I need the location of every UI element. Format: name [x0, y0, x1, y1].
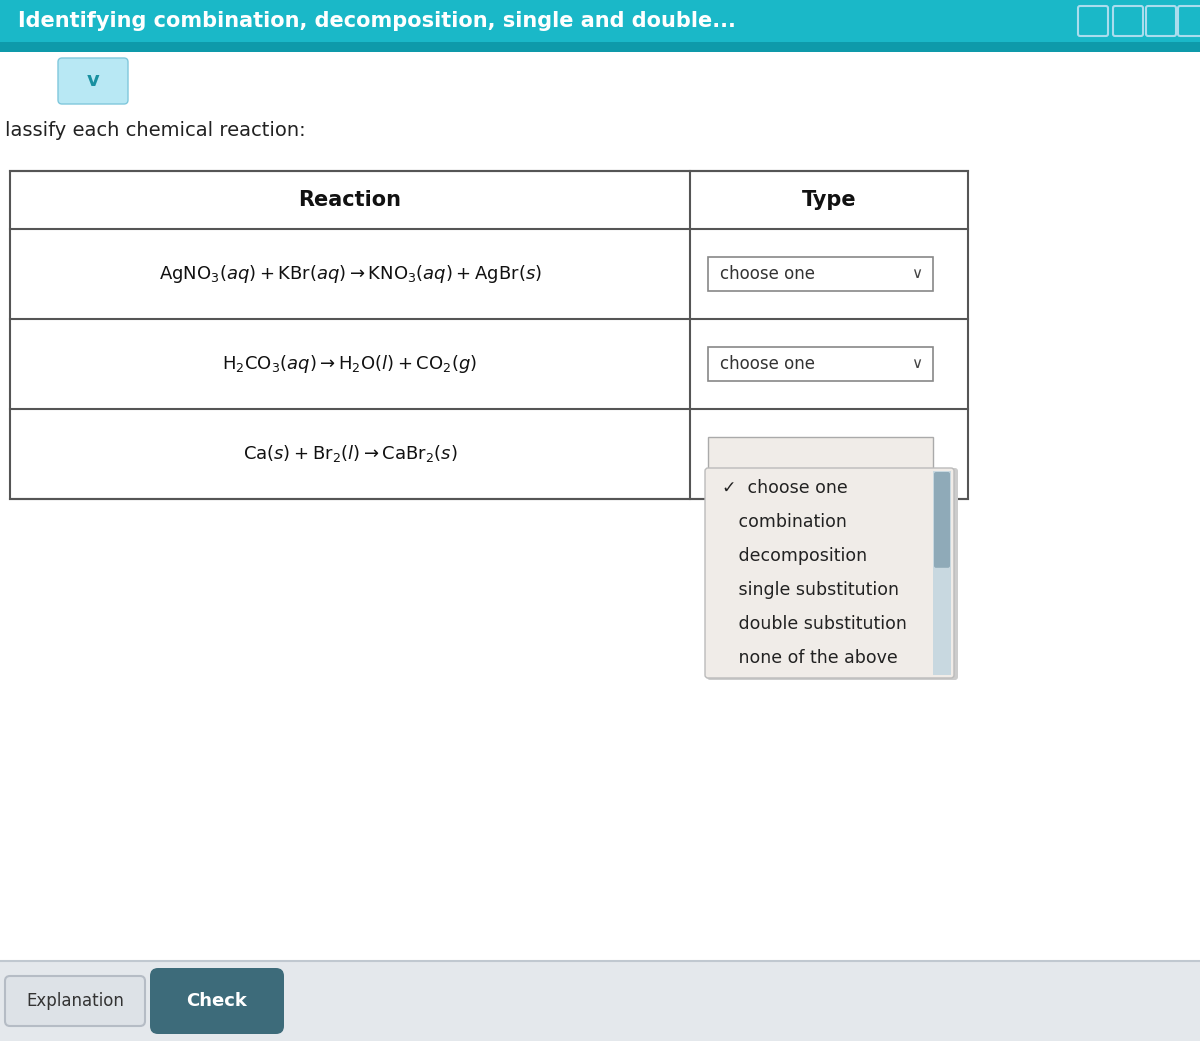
Text: Explanation: Explanation	[26, 992, 124, 1010]
Text: Reaction: Reaction	[299, 191, 402, 210]
Text: Check: Check	[186, 992, 247, 1010]
FancyBboxPatch shape	[58, 58, 128, 104]
Text: choose one: choose one	[720, 355, 815, 373]
Text: combination: combination	[722, 513, 847, 531]
Text: single substitution: single substitution	[722, 581, 899, 599]
FancyBboxPatch shape	[706, 468, 954, 678]
Text: ✓  choose one: ✓ choose one	[722, 479, 847, 497]
FancyBboxPatch shape	[707, 468, 958, 680]
FancyBboxPatch shape	[934, 472, 950, 567]
FancyBboxPatch shape	[708, 257, 934, 291]
Text: Type: Type	[802, 191, 857, 210]
FancyBboxPatch shape	[0, 42, 1200, 52]
FancyBboxPatch shape	[708, 347, 934, 381]
Text: decomposition: decomposition	[722, 547, 868, 565]
Text: $\mathrm{Ca}(s) + \mathrm{Br_2}(l) \rightarrow \mathrm{CaBr_2}(s)$: $\mathrm{Ca}(s) + \mathrm{Br_2}(l) \righ…	[242, 443, 457, 464]
Text: ∨: ∨	[912, 356, 923, 372]
FancyBboxPatch shape	[0, 0, 1200, 42]
FancyBboxPatch shape	[5, 976, 145, 1026]
FancyBboxPatch shape	[708, 437, 934, 471]
Text: choose one: choose one	[720, 265, 815, 283]
FancyBboxPatch shape	[0, 961, 1200, 1041]
Text: $\mathrm{H_2CO_3}(aq) \rightarrow \mathrm{H_2O}(l) + \mathrm{CO_2}(g)$: $\mathrm{H_2CO_3}(aq) \rightarrow \mathr…	[222, 353, 478, 375]
Text: Identifying combination, decomposition, single and double...: Identifying combination, decomposition, …	[18, 11, 736, 31]
FancyBboxPatch shape	[150, 968, 284, 1034]
FancyBboxPatch shape	[10, 171, 968, 499]
FancyBboxPatch shape	[934, 471, 952, 675]
Text: ∨: ∨	[912, 266, 923, 281]
Text: lassify each chemical reaction:: lassify each chemical reaction:	[5, 121, 306, 139]
Text: v: v	[86, 72, 100, 91]
Text: $\mathrm{AgNO_3}(aq) + \mathrm{KBr}(aq) \rightarrow \mathrm{KNO_3}(aq) + \mathrm: $\mathrm{AgNO_3}(aq) + \mathrm{KBr}(aq) …	[158, 263, 541, 285]
Text: none of the above: none of the above	[722, 649, 898, 667]
Text: double substitution: double substitution	[722, 615, 907, 633]
